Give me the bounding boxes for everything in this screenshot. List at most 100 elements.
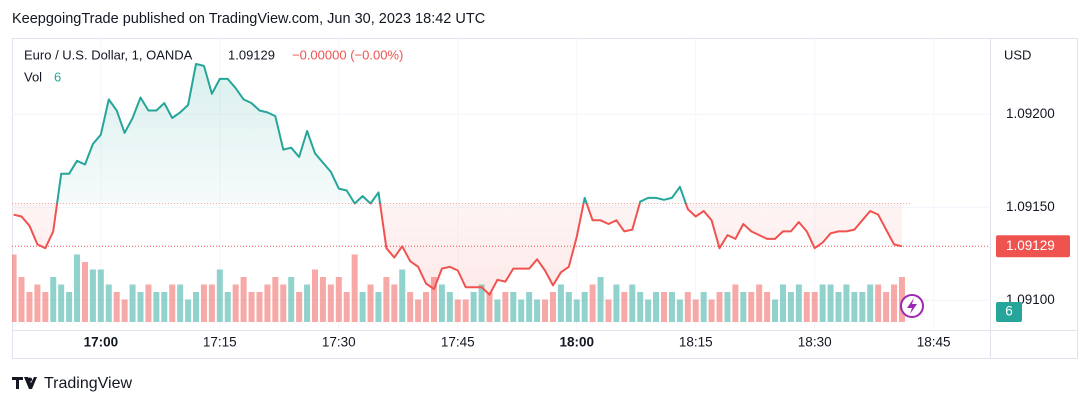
volume-bar bbox=[288, 277, 295, 322]
x-tick-label: 18:15 bbox=[679, 335, 713, 350]
volume-bar bbox=[526, 292, 533, 322]
volume-bar bbox=[621, 292, 628, 322]
last-price-box bbox=[996, 235, 1070, 258]
volume-bar bbox=[248, 292, 255, 322]
x-tick-label: 17:15 bbox=[203, 335, 237, 350]
volume-bar bbox=[708, 299, 715, 322]
y-tick-label: 1.09150 bbox=[1006, 199, 1055, 214]
volume-bar bbox=[383, 277, 390, 322]
volume-bar bbox=[272, 277, 279, 322]
volume-bar bbox=[581, 292, 588, 322]
volume-bar bbox=[200, 284, 207, 322]
volume-bar bbox=[280, 284, 287, 322]
volume-bar bbox=[661, 292, 667, 322]
volume-bar bbox=[256, 292, 263, 322]
volume-bar bbox=[510, 292, 517, 322]
volume-bar bbox=[193, 292, 200, 322]
x-tick-label: 18:45 bbox=[917, 335, 951, 350]
x-tick-label: 17:45 bbox=[441, 335, 475, 350]
area bbox=[13, 64, 903, 295]
price-line bbox=[13, 63, 903, 296]
volume-bar bbox=[597, 277, 604, 322]
volume-bar bbox=[891, 284, 898, 322]
volume-bar bbox=[732, 284, 739, 322]
volume-bar bbox=[327, 284, 334, 322]
volume-bar bbox=[12, 254, 17, 322]
volume-bar bbox=[811, 292, 818, 322]
volume-bar bbox=[573, 299, 580, 322]
volume-bar bbox=[296, 292, 303, 322]
volume-bar bbox=[613, 284, 620, 322]
volume-bar bbox=[351, 254, 358, 322]
legend-symbol: Euro / U.S. Dollar, 1, OANDA bbox=[24, 47, 193, 62]
volume-bar bbox=[668, 292, 675, 322]
x-tick-label: 17:30 bbox=[322, 335, 356, 350]
brand-logo bbox=[12, 377, 37, 389]
volume-bar bbox=[343, 292, 350, 322]
volume-bar bbox=[534, 299, 541, 322]
volume-bar bbox=[819, 284, 826, 322]
volume-bar bbox=[629, 284, 636, 322]
volume-bar bbox=[756, 284, 763, 322]
volume-bar bbox=[34, 284, 41, 322]
volume-bar bbox=[216, 269, 223, 322]
volume-bar bbox=[185, 299, 192, 322]
lightning-icon bbox=[900, 294, 924, 318]
volume-bar bbox=[478, 284, 485, 322]
last-volume-box bbox=[996, 302, 1022, 322]
x-tick-label: 17:00 bbox=[84, 335, 119, 350]
volume-bar bbox=[700, 292, 707, 322]
volume-bar bbox=[542, 299, 549, 322]
volume-bar bbox=[779, 284, 786, 322]
volume-bar bbox=[875, 284, 882, 322]
published-line: KeepgoingTrade published on TradingView.… bbox=[12, 11, 485, 27]
volume-bar bbox=[557, 284, 564, 322]
volume-bar bbox=[319, 277, 326, 322]
volume-bar bbox=[454, 299, 461, 322]
volume-bar bbox=[161, 292, 168, 322]
volume-bar bbox=[153, 292, 160, 322]
plot bbox=[13, 63, 903, 296]
volume-bar bbox=[97, 269, 104, 322]
volume-bar bbox=[676, 299, 683, 322]
last-price-label: 1.09129 bbox=[1006, 238, 1055, 253]
legend-vol: Vol bbox=[24, 69, 42, 84]
volume-bar bbox=[399, 269, 406, 322]
volume-bar bbox=[232, 284, 239, 322]
volume-bar bbox=[843, 284, 850, 322]
volume-bar bbox=[42, 292, 49, 322]
volume-bar bbox=[304, 284, 311, 322]
volume-bar bbox=[772, 299, 779, 322]
volume-bar bbox=[486, 292, 493, 322]
volume-bar bbox=[375, 292, 382, 322]
volume-bar bbox=[224, 292, 231, 322]
frame bbox=[12, 38, 1078, 359]
volume-bar bbox=[494, 299, 501, 322]
volume-bar bbox=[653, 292, 660, 322]
volume-bar bbox=[26, 292, 33, 322]
volume-bar bbox=[50, 277, 57, 322]
volume-bar bbox=[311, 269, 318, 322]
volume-bar bbox=[637, 292, 644, 322]
volume-bar bbox=[684, 292, 691, 322]
volume-bar bbox=[692, 299, 699, 322]
volume-bar bbox=[81, 262, 88, 322]
x-tick-label: 18:30 bbox=[798, 335, 832, 350]
volume-bar bbox=[129, 284, 136, 322]
volume-bar bbox=[787, 292, 794, 322]
volume-bar bbox=[74, 254, 81, 322]
y-tick-label: 1.09200 bbox=[1006, 106, 1055, 121]
volume-bar bbox=[18, 277, 25, 322]
volume-bar bbox=[883, 292, 890, 322]
legend-change: −0.00000 (−0.00%) bbox=[292, 47, 403, 62]
volume-bar bbox=[105, 284, 112, 322]
legend-price: 1.09129 bbox=[228, 47, 275, 62]
volume-bar bbox=[240, 277, 247, 322]
volume-bar bbox=[518, 299, 525, 322]
volume-bar bbox=[716, 292, 723, 322]
volume-bar bbox=[764, 292, 771, 322]
volume-bar bbox=[502, 292, 509, 322]
volume-bar bbox=[137, 292, 144, 322]
